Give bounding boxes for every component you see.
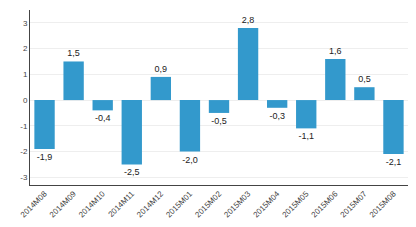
svg-text:0,9: 0,9 bbox=[155, 64, 168, 74]
svg-text:2014M08: 2014M08 bbox=[19, 189, 49, 219]
svg-text:-2,1: -2,1 bbox=[386, 157, 402, 167]
svg-text:1,6: 1,6 bbox=[329, 46, 342, 56]
svg-text:3: 3 bbox=[23, 19, 28, 28]
svg-text:-1,1: -1,1 bbox=[298, 131, 314, 141]
svg-text:2015M06: 2015M06 bbox=[310, 189, 340, 219]
svg-text:-3: -3 bbox=[20, 173, 28, 182]
svg-text:2015M05: 2015M05 bbox=[281, 189, 311, 219]
svg-text:2015M04: 2015M04 bbox=[251, 189, 281, 219]
svg-text:-2,0: -2,0 bbox=[182, 155, 198, 165]
svg-text:-0,5: -0,5 bbox=[211, 116, 227, 126]
svg-text:2015M08: 2015M08 bbox=[368, 189, 398, 219]
svg-text:2015M01: 2015M01 bbox=[164, 189, 194, 219]
svg-text:-2: -2 bbox=[20, 147, 28, 156]
svg-text:2015M03: 2015M03 bbox=[222, 189, 252, 219]
svg-text:2014M10: 2014M10 bbox=[77, 189, 107, 219]
svg-text:0: 0 bbox=[23, 96, 28, 105]
svg-text:1,5: 1,5 bbox=[67, 48, 80, 58]
svg-text:0,5: 0,5 bbox=[358, 74, 371, 84]
svg-text:2015M02: 2015M02 bbox=[193, 189, 223, 219]
svg-text:2015M07: 2015M07 bbox=[339, 189, 369, 219]
svg-text:2: 2 bbox=[23, 44, 28, 53]
svg-text:-1,9: -1,9 bbox=[37, 152, 53, 162]
svg-text:-0,4: -0,4 bbox=[95, 113, 111, 123]
svg-text:-1: -1 bbox=[20, 122, 28, 131]
svg-text:1: 1 bbox=[23, 70, 28, 79]
svg-text:-0,3: -0,3 bbox=[269, 111, 285, 121]
svg-text:2014M09: 2014M09 bbox=[48, 189, 78, 219]
svg-text:2014M11: 2014M11 bbox=[106, 189, 136, 219]
svg-text:-2,5: -2,5 bbox=[124, 167, 140, 177]
svg-text:2014M12: 2014M12 bbox=[135, 189, 165, 219]
svg-text:2,8: 2,8 bbox=[242, 15, 255, 25]
